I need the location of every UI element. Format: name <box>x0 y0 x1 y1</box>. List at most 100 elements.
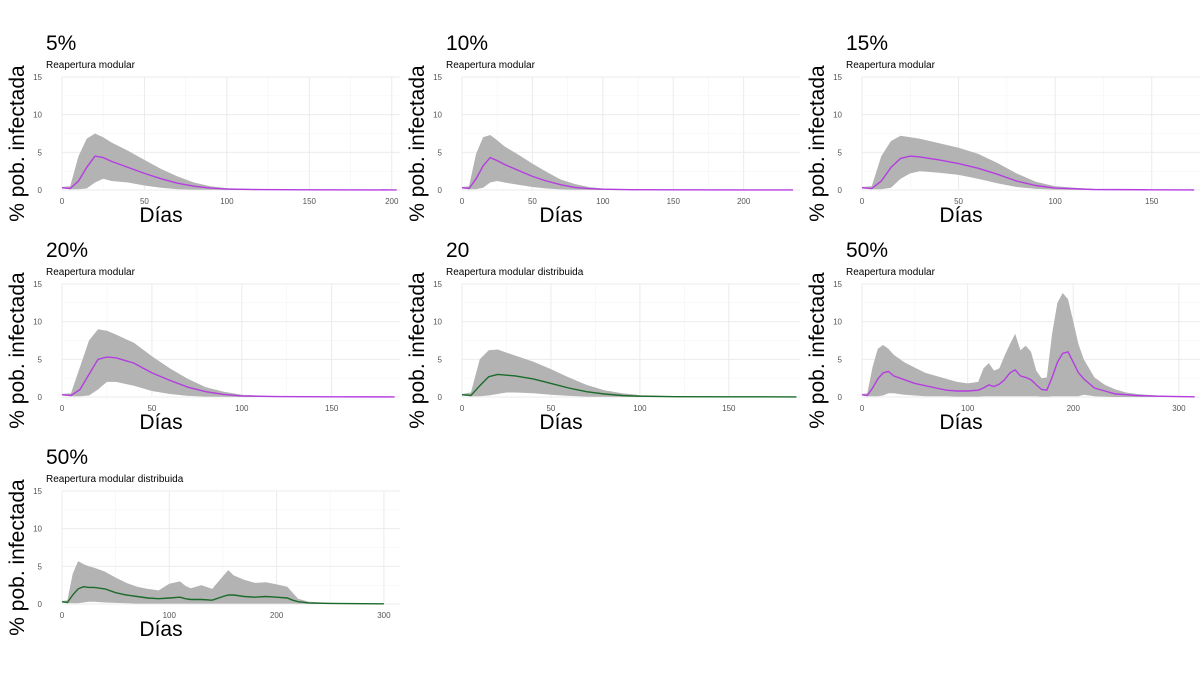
panel-title: 50% <box>846 239 888 262</box>
y-tick-label: 15 <box>833 280 842 289</box>
confidence-band <box>462 349 797 397</box>
panel-title: 5% <box>46 32 76 55</box>
x-tick-label: 100 <box>961 404 975 413</box>
y-tick-label: 10 <box>33 318 42 327</box>
y-tick-label: 5 <box>38 148 43 157</box>
y-tick-label: 10 <box>33 525 42 534</box>
panel-subtitle: Reapertura modular distribuida <box>446 267 584 278</box>
x-tick-label: 300 <box>377 611 391 620</box>
mean-line <box>861 350 1195 398</box>
y-axis-label: % pob. infectada <box>406 272 429 429</box>
x-tick-label: 150 <box>325 404 339 413</box>
confidence-band <box>862 135 1195 190</box>
x-axis-label: Días <box>139 204 182 227</box>
x-tick-label: 150 <box>667 197 681 206</box>
x-tick-label: 300 <box>1172 404 1186 413</box>
y-tick-label: 15 <box>33 73 42 82</box>
panel-7: 50% Reapertura modular distribuida 0 5 10 15 0… <box>6 446 400 641</box>
x-axis-label: Días <box>139 618 182 641</box>
panel-subtitle: Reapertura modular <box>446 60 536 71</box>
y-tick-label: 5 <box>438 355 443 364</box>
x-tick-label: 0 <box>460 404 465 413</box>
mean-line <box>61 155 397 191</box>
x-tick-label: 100 <box>633 404 647 413</box>
y-tick-label: 0 <box>838 393 843 402</box>
x-axis-label: Días <box>939 411 982 434</box>
x-tick-label: 50 <box>147 404 156 413</box>
panel-title: 20 <box>446 239 469 262</box>
y-tick-label: 0 <box>38 600 43 609</box>
x-tick-label: 100 <box>220 197 234 206</box>
x-tick-label: 100 <box>1048 197 1062 206</box>
panel-title: 50% <box>46 446 88 469</box>
y-tick-label: 10 <box>33 111 42 120</box>
y-tick-label: 5 <box>838 355 843 364</box>
mean-line <box>461 156 793 191</box>
y-axis-label: % pob. infectada <box>6 65 29 222</box>
y-tick-label: 10 <box>833 318 842 327</box>
panel-subtitle: Reapertura modular <box>46 267 136 278</box>
panel-subtitle: Reapertura modular <box>846 267 936 278</box>
confidence-band <box>862 293 1195 397</box>
x-tick-label: 0 <box>60 404 65 413</box>
y-tick-label: 10 <box>433 111 442 120</box>
y-tick-label: 5 <box>38 562 43 571</box>
x-tick-label: 150 <box>722 404 736 413</box>
panel-subtitle: Reapertura modular <box>846 60 936 71</box>
confidence-band <box>62 133 397 190</box>
mean-line <box>61 356 395 398</box>
y-tick-label: 0 <box>38 393 43 402</box>
y-axis-label: % pob. infectada <box>406 65 429 222</box>
confidence-band <box>62 561 384 604</box>
x-tick-label: 100 <box>235 404 249 413</box>
x-tick-label: 0 <box>860 197 865 206</box>
mean-line <box>861 155 1195 191</box>
x-tick-label: 200 <box>270 611 284 620</box>
y-tick-label: 15 <box>833 73 842 82</box>
y-tick-label: 5 <box>438 148 443 157</box>
x-tick-label: 150 <box>303 197 317 206</box>
y-tick-label: 15 <box>433 280 442 289</box>
x-axis-label: Días <box>539 411 582 434</box>
y-axis-label: % pob. infectada <box>6 272 29 429</box>
y-axis-label: % pob. infectada <box>6 479 29 636</box>
x-tick-label: 150 <box>1145 197 1159 206</box>
x-tick-label: 50 <box>954 197 963 206</box>
y-tick-label: 5 <box>838 148 843 157</box>
y-tick-label: 15 <box>33 280 42 289</box>
y-axis-label: % pob. infectada <box>806 65 829 222</box>
x-tick-label: 200 <box>385 197 399 206</box>
confidence-band <box>62 329 395 397</box>
panel-subtitle: Reapertura modular <box>46 60 136 71</box>
x-tick-label: 50 <box>140 197 149 206</box>
x-tick-label: 100 <box>596 197 610 206</box>
x-tick-label: 0 <box>860 404 865 413</box>
y-tick-label: 0 <box>838 186 843 195</box>
panel-title: 15% <box>846 32 888 55</box>
y-tick-label: 0 <box>38 186 43 195</box>
x-tick-label: 0 <box>460 197 465 206</box>
x-tick-label: 50 <box>528 197 537 206</box>
x-axis-label: Días <box>539 204 582 227</box>
x-tick-label: 50 <box>546 404 555 413</box>
x-axis-label: Días <box>139 411 182 434</box>
y-tick-label: 15 <box>433 73 442 82</box>
y-tick-label: 0 <box>438 186 443 195</box>
mean-line <box>61 585 384 605</box>
panel-5: 20 Reapertura modular distribuida 0 5 10 150 5… <box>406 239 800 434</box>
y-tick-label: 10 <box>433 318 442 327</box>
panel-title: 20% <box>46 239 88 262</box>
panel-title: 10% <box>446 32 488 55</box>
y-tick-label: 5 <box>38 355 43 364</box>
y-axis-label: % pob. infectada <box>806 272 829 429</box>
x-tick-label: 200 <box>737 197 751 206</box>
panel-6: 50% Reapertura modular 0 5 10 15 0 100 200 300 % p… <box>806 239 1200 434</box>
y-tick-label: 10 <box>833 111 842 120</box>
mean-line <box>461 373 797 398</box>
x-tick-label: 100 <box>163 611 177 620</box>
